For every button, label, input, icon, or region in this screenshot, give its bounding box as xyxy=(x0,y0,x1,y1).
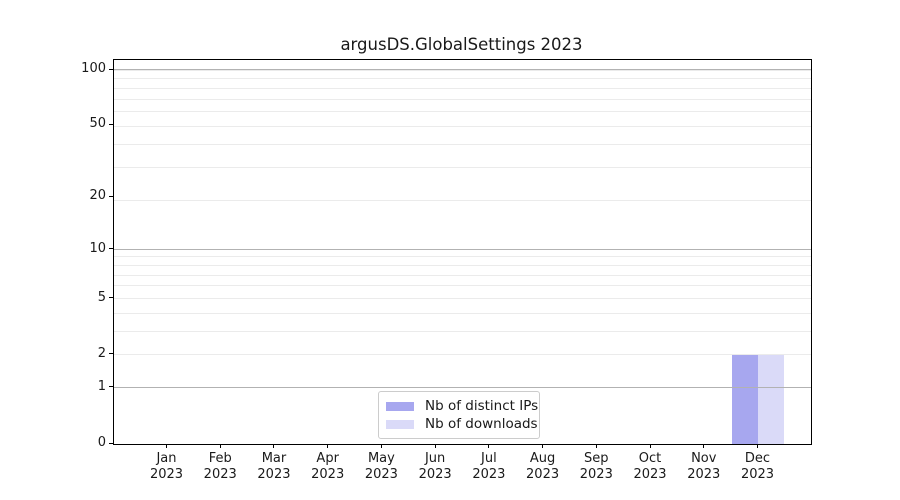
x-tick-label: Jul 2023 xyxy=(457,451,521,483)
chart-title: argusDS.GlobalSettings 2023 xyxy=(340,35,583,54)
x-tick-month: Dec xyxy=(744,451,771,466)
x-tick-label: Apr 2023 xyxy=(296,451,360,483)
x-tick-month: Aug xyxy=(529,451,556,466)
legend-swatch-downloads xyxy=(386,419,414,429)
y-tick-label: 1 xyxy=(97,378,106,394)
x-tick-month: May xyxy=(367,451,395,466)
y-tick-label: 20 xyxy=(89,188,106,204)
legend-swatch-distinct-ips xyxy=(386,401,414,411)
bar-dec-2023-s1 xyxy=(757,355,784,444)
minor-gridline xyxy=(114,167,811,169)
x-tick-mark xyxy=(542,444,544,448)
x-tick-label: Sep 2023 xyxy=(564,451,628,483)
x-tick-year: 2023 xyxy=(526,467,560,482)
x-tick-month: Jan xyxy=(156,451,177,466)
legend: Nb of distinct IPs Nb of downloads xyxy=(378,391,540,439)
x-tick-mark xyxy=(595,444,597,448)
x-tick-label: May 2023 xyxy=(349,451,413,483)
x-tick-label: Oct 2023 xyxy=(618,451,682,483)
x-tick-month: Feb xyxy=(208,451,232,466)
major-gridline xyxy=(114,248,811,250)
y-tick-mark xyxy=(109,248,113,250)
x-tick-label: Aug 2023 xyxy=(511,451,575,483)
x-tick-year: 2023 xyxy=(149,467,184,482)
x-tick-year: 2023 xyxy=(364,467,398,482)
y-tick-mark xyxy=(109,123,113,125)
x-tick-mark xyxy=(488,444,490,448)
x-tick-label: Dec 2023 xyxy=(726,451,790,483)
major-gridline xyxy=(114,386,811,388)
x-tick-mark xyxy=(219,444,221,448)
y-tick-label: 100 xyxy=(81,61,106,77)
minor-gridline xyxy=(114,126,811,128)
minor-gridline xyxy=(114,111,811,113)
x-tick-year: 2023 xyxy=(418,467,452,482)
minor-gridline xyxy=(114,353,811,355)
x-tick-month: Nov xyxy=(691,451,717,466)
plot-area xyxy=(113,59,812,445)
bar-dec-2023-s0 xyxy=(731,355,758,444)
x-tick-year: 2023 xyxy=(579,467,613,482)
x-tick-mark xyxy=(166,444,167,448)
minor-gridline xyxy=(114,297,811,299)
y-tick-mark xyxy=(109,297,113,299)
x-tick-mark xyxy=(757,444,758,448)
x-tick-month: Jul xyxy=(481,451,497,466)
legend-row: Nb of downloads xyxy=(386,415,538,433)
minor-gridline xyxy=(114,264,811,266)
minor-gridline xyxy=(114,285,811,287)
x-tick-month: Sep xyxy=(584,451,609,466)
minor-gridline xyxy=(114,144,811,146)
minor-gridline xyxy=(114,200,811,202)
x-tick-month: Jun xyxy=(424,451,446,466)
x-tick-label: Jun 2023 xyxy=(403,451,467,483)
minor-gridline xyxy=(114,69,811,71)
minor-gridline xyxy=(114,330,811,332)
x-tick-year: 2023 xyxy=(472,467,506,482)
x-tick-mark xyxy=(380,444,382,448)
y-tick-label: 10 xyxy=(89,240,106,256)
x-tick-month: Apr xyxy=(316,451,339,466)
y-tick-mark xyxy=(109,353,113,355)
x-tick-year: 2023 xyxy=(311,467,345,482)
y-tick-label: 2 xyxy=(97,345,106,361)
y-tick-mark xyxy=(109,195,113,197)
x-tick-label: Nov 2023 xyxy=(672,451,736,483)
minor-gridline xyxy=(114,98,811,100)
x-tick-month: Oct xyxy=(638,451,662,466)
y-tick-mark xyxy=(109,386,113,388)
legend-label-distinct-ips: Nb of distinct IPs xyxy=(425,398,539,414)
x-tick-label: Feb 2023 xyxy=(188,451,252,483)
minor-gridline xyxy=(114,256,811,258)
x-tick-mark xyxy=(327,444,329,448)
x-tick-label: Mar 2023 xyxy=(242,451,306,483)
minor-gridline xyxy=(114,87,811,89)
minor-gridline xyxy=(114,274,811,276)
legend-label-downloads: Nb of downloads xyxy=(425,416,538,432)
x-tick-year: 2023 xyxy=(257,467,291,482)
y-tick-mark xyxy=(109,68,113,70)
x-tick-year: 2023 xyxy=(203,467,237,482)
minor-gridline xyxy=(114,312,811,314)
x-tick-year: 2023 xyxy=(633,467,667,482)
x-tick-year: 2023 xyxy=(687,467,721,482)
y-tick-mark xyxy=(109,442,113,444)
major-gridline xyxy=(114,69,811,71)
x-tick-month: Mar xyxy=(261,451,287,466)
x-tick-mark xyxy=(649,444,651,448)
x-tick-mark xyxy=(273,444,275,448)
x-tick-mark xyxy=(434,444,436,448)
x-tick-year: 2023 xyxy=(740,467,775,482)
y-tick-label: 0 xyxy=(97,435,106,450)
x-tick-mark xyxy=(703,444,705,448)
y-tick-label: 50 xyxy=(89,116,106,132)
y-tick-label: 5 xyxy=(97,289,106,305)
legend-row: Nb of distinct IPs xyxy=(386,397,538,415)
x-tick-label: Jan 2023 xyxy=(135,451,199,483)
minor-gridline xyxy=(114,78,811,80)
